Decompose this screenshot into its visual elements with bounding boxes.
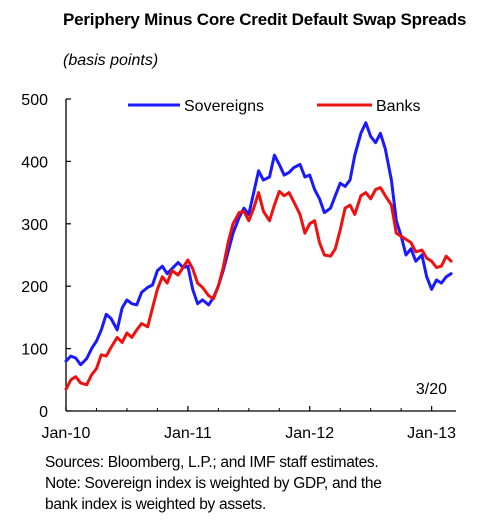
note-line-2: bank index is weighted by assets.: [45, 496, 267, 513]
x-tick-label-3: Jan-13: [407, 425, 456, 442]
x-tick-label-0: Jan-10: [42, 425, 91, 442]
y-tick-label-100: 100: [21, 342, 48, 359]
series-line-banks: [64, 186, 453, 391]
x-tick-label-2: Jan-12: [285, 425, 334, 442]
y-tick-label-300: 300: [21, 217, 48, 234]
y-tick-label-0: 0: [39, 404, 48, 421]
line-chart: 0 100 200 300 400 500 Jan-10 Jan-11 Jan-12 Jan-13…: [21, 92, 456, 442]
notes-block: Sources: Bloomberg, L.P.; and IMF staff …: [45, 452, 490, 515]
sources-text: Sources: Bloomberg, L.P.; and IMF staff …: [45, 454, 379, 471]
legend-label-banks: Banks: [376, 98, 420, 115]
legend-label-sovereigns: Sovereigns: [184, 98, 264, 115]
y-tick-label-200: 200: [21, 279, 48, 296]
chart-subtitle: (basis points): [63, 52, 159, 69]
y-tick-label-500: 500: [21, 92, 48, 109]
x-tick-label-1: Jan-11: [164, 425, 212, 442]
note-line-1: Note: Sovereign index is weighted by GDP…: [45, 475, 382, 492]
series-line-sovereigns: [64, 121, 453, 367]
y-tick-label-400: 400: [21, 154, 48, 171]
date-annotation: 3/20: [416, 381, 447, 398]
chart-title: Periphery Minus Core Credit Default Swap…: [63, 10, 467, 29]
